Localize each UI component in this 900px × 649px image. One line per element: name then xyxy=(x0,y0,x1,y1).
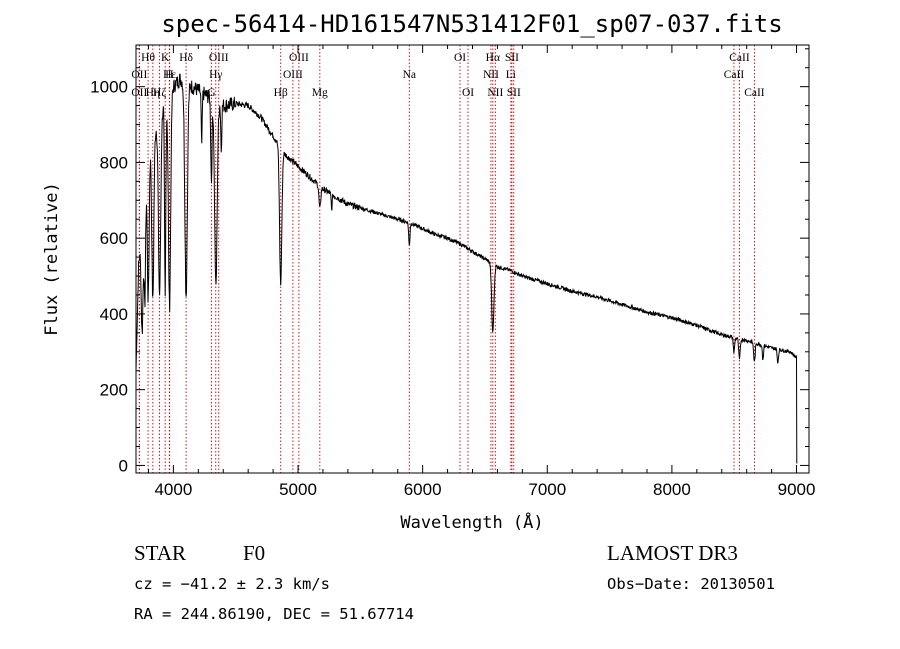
line-marker-label: Hδ xyxy=(179,52,193,64)
line-marker-label: OI xyxy=(454,52,466,64)
line-marker-label: Li xyxy=(506,69,516,81)
x-tick-label: 6000 xyxy=(404,480,442,499)
y-tick-label: 1000 xyxy=(90,78,128,97)
y-axis-label: Flux (relative) xyxy=(42,182,62,336)
x-tick-label: 9000 xyxy=(778,480,816,499)
x-tick-label: 4000 xyxy=(154,480,192,499)
line-marker-label: G xyxy=(207,87,215,99)
line-marker-label: Hβ xyxy=(274,87,288,99)
emission-line-markers xyxy=(138,45,755,473)
line-marker-label: Hε xyxy=(163,69,176,81)
line-marker-label: K xyxy=(161,52,170,64)
line-marker-label: CaII xyxy=(724,69,745,81)
line-marker-label: OIII xyxy=(283,69,303,81)
line-marker-label: CaII xyxy=(729,52,750,64)
line-marker-label: Na xyxy=(403,69,416,81)
line-marker-label: OI xyxy=(462,87,474,99)
y-tick-label: 400 xyxy=(100,305,128,324)
line-marker-label: Hα xyxy=(486,52,500,64)
y-tick-label: 0 xyxy=(119,456,128,475)
y-tick-label: 200 xyxy=(100,381,128,400)
line-marker-label: OII xyxy=(131,69,147,81)
x-axis-ticks: 4000 5000 6000 7000 8000 9000 xyxy=(147,45,816,499)
line-marker-label: SII xyxy=(507,87,521,99)
x-axis-label: Wavelength (Å) xyxy=(400,511,543,533)
survey-name: LAMOST DR3 xyxy=(607,541,738,565)
x-tick-label: 8000 xyxy=(653,480,691,499)
spectrum-line xyxy=(135,73,798,464)
x-tick-label: 5000 xyxy=(279,480,317,499)
line-marker-label: OIII xyxy=(289,52,309,64)
line-marker-label: Mg xyxy=(312,87,328,99)
line-marker-label: CaII xyxy=(744,87,765,99)
plot-frame xyxy=(135,44,810,474)
line-marker-label: NII xyxy=(487,87,503,99)
line-marker-label: Hη xyxy=(146,87,160,99)
line-marker-label: Hγ xyxy=(209,69,222,81)
line-marker-label: H xyxy=(165,69,173,81)
x-tick-label: 7000 xyxy=(528,480,566,499)
redshift-velocity: cz = −41.2 ± 2.3 km/s xyxy=(134,575,330,593)
line-marker-label: NII xyxy=(483,69,499,81)
chart-title: spec-56414-HD161547N531412F01_sp07-037.f… xyxy=(161,10,782,38)
line-marker-label: Hζ xyxy=(153,87,166,99)
object-class: STAR xyxy=(134,541,186,565)
line-marker-label: OIII xyxy=(209,52,229,64)
object-subclass: F0 xyxy=(243,541,265,565)
y-axis-ticks: 0 200 400 600 800 1000 xyxy=(90,48,809,475)
line-marker-label: OII xyxy=(131,87,147,99)
y-tick-label: 800 xyxy=(100,153,128,172)
y-tick-label: 600 xyxy=(100,229,128,248)
line-marker-label: SII xyxy=(505,52,519,64)
coordinates: RA = 244.86190, DEC = 51.67714 xyxy=(134,605,414,623)
observation-date: Obs−Date: 20130501 xyxy=(607,575,775,593)
line-marker-label: Hθ xyxy=(141,52,155,64)
